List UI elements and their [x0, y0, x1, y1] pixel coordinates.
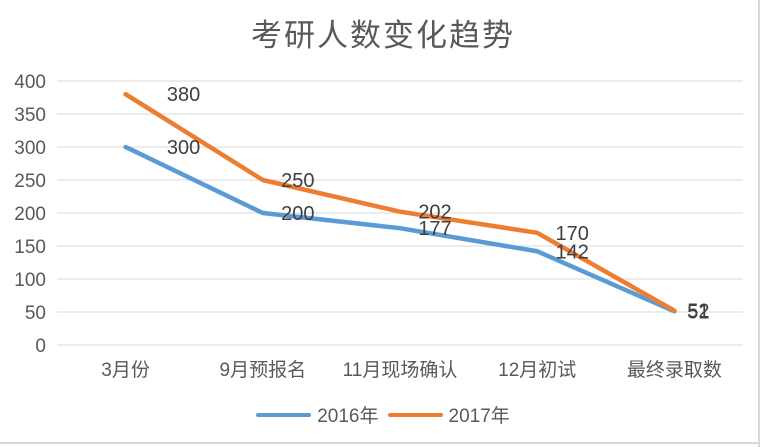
series-line-1[interactable]	[123, 91, 677, 313]
data-label-series1-point3: 170	[556, 223, 589, 245]
data-label-series1-point0: 380	[167, 84, 200, 106]
data-label-series0-point1: 200	[281, 203, 314, 225]
x-axis-label-3: 12月初试	[498, 359, 576, 381]
y-axis-tick-0: 400	[14, 72, 46, 93]
data-label-series1-point2: 202	[418, 202, 451, 224]
y-axis-tick-5: 150	[14, 237, 46, 258]
x-axis-label-2: 11月现场确认	[343, 359, 458, 381]
x-axis-label-4: 最终录取数	[627, 359, 722, 381]
legend-item-1[interactable]: 2017年	[387, 401, 510, 428]
y-axis-tick-8: 0	[35, 336, 46, 357]
y-axis-tick-2: 300	[14, 138, 46, 159]
data-label-series0-point4: 51	[687, 301, 709, 323]
y-axis-tick-4: 200	[14, 204, 46, 225]
legend: 2016年 2017年	[0, 401, 766, 428]
data-label-series1-point1: 250	[281, 170, 314, 192]
legend-line-swatch-icon	[256, 412, 312, 417]
chart-border-right	[758, 0, 760, 447]
legend-label: 2017年	[448, 406, 510, 427]
y-axis-tick-7: 50	[25, 303, 46, 324]
series-line-0[interactable]	[123, 144, 677, 314]
x-axis-label-1: 9月预报名	[220, 359, 307, 381]
legend-line-swatch-icon	[387, 412, 443, 417]
y-axis-tick-6: 100	[14, 270, 46, 291]
data-label-series0-point3: 142	[556, 241, 589, 263]
y-axis-tick-1: 350	[14, 105, 46, 126]
x-axis-label-0: 3月份	[101, 359, 150, 381]
y-axis-tick-3: 250	[14, 171, 46, 192]
legend-label: 2016年	[317, 406, 379, 427]
chart-title: 考研人数变化趋势	[251, 18, 515, 53]
data-label-series0-point0: 300	[167, 137, 200, 159]
chart-border-bottom	[0, 442, 760, 444]
legend-item-0[interactable]: 2016年	[256, 401, 379, 428]
data-label-series1-point4: 52	[687, 301, 709, 323]
data-label-series0-point2: 177	[418, 218, 451, 240]
